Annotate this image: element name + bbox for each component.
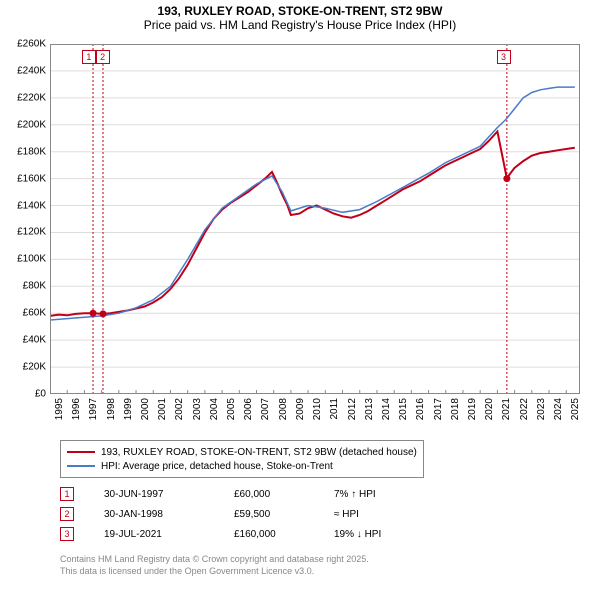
x-axis-label: 2000 bbox=[140, 398, 151, 420]
transaction-price: £160,000 bbox=[234, 529, 334, 540]
title-line1: 193, RUXLEY ROAD, STOKE-ON-TRENT, ST2 9B… bbox=[0, 4, 600, 18]
x-axis-label: 2001 bbox=[157, 398, 168, 420]
x-axis-label: 2019 bbox=[467, 398, 478, 420]
transaction-row: 3 19-JUL-2021£160,00019% ↓ HPI bbox=[60, 524, 454, 544]
marker-ref-box: 1 bbox=[82, 50, 96, 64]
x-axis-label: 2013 bbox=[364, 398, 375, 420]
x-axis-label: 2023 bbox=[536, 398, 547, 420]
x-axis-label: 2003 bbox=[192, 398, 203, 420]
y-axis-label: £80K bbox=[23, 281, 46, 292]
y-axis-label: £260K bbox=[17, 39, 46, 50]
x-axis-label: 1996 bbox=[71, 398, 82, 420]
legend: 193, RUXLEY ROAD, STOKE-ON-TRENT, ST2 9B… bbox=[60, 440, 424, 478]
x-axis-label: 1995 bbox=[54, 398, 65, 420]
transaction-date: 19-JUL-2021 bbox=[104, 529, 234, 540]
transaction-price: £60,000 bbox=[234, 489, 334, 500]
x-axis-label: 1999 bbox=[123, 398, 134, 420]
y-axis-label: £40K bbox=[23, 335, 46, 346]
x-axis-label: 2012 bbox=[347, 398, 358, 420]
transaction-row: 2 30-JAN-1998£59,500≈ HPI bbox=[60, 504, 454, 524]
x-axis-label: 2022 bbox=[519, 398, 530, 420]
y-axis-label: £120K bbox=[17, 227, 46, 238]
x-axis-label: 2018 bbox=[450, 398, 461, 420]
x-axis-label: 2008 bbox=[278, 398, 289, 420]
x-axis-label: 2020 bbox=[484, 398, 495, 420]
y-axis-label: £160K bbox=[17, 173, 46, 184]
x-axis-label: 2025 bbox=[570, 398, 581, 420]
x-axis-label: 2010 bbox=[312, 398, 323, 420]
transaction-date: 30-JAN-1998 bbox=[104, 509, 234, 520]
footer: Contains HM Land Registry data © Crown c… bbox=[60, 554, 369, 577]
y-axis-label: £240K bbox=[17, 65, 46, 76]
x-axis-label: 2024 bbox=[553, 398, 564, 420]
y-axis-label: £200K bbox=[17, 119, 46, 130]
x-axis-label: 1998 bbox=[106, 398, 117, 420]
x-axis-label: 2016 bbox=[415, 398, 426, 420]
transaction-pct: 7% ↑ HPI bbox=[334, 489, 454, 500]
transaction-row: 1 30-JUN-1997£60,0007% ↑ HPI bbox=[60, 484, 454, 504]
x-axis-label: 2006 bbox=[243, 398, 254, 420]
x-axis-label: 2009 bbox=[295, 398, 306, 420]
x-axis-label: 2002 bbox=[174, 398, 185, 420]
chart-area: £0£20K£40K£60K£80K£100K£120K£140K£160K£1… bbox=[50, 44, 580, 394]
chart-container: 193, RUXLEY ROAD, STOKE-ON-TRENT, ST2 9B… bbox=[0, 0, 600, 590]
y-axis-label: £100K bbox=[17, 254, 46, 265]
footer-line1: Contains HM Land Registry data © Crown c… bbox=[60, 554, 369, 566]
y-axis-label: £180K bbox=[17, 146, 46, 157]
transaction-price: £59,500 bbox=[234, 509, 334, 520]
legend-item: 193, RUXLEY ROAD, STOKE-ON-TRENT, ST2 9B… bbox=[67, 445, 417, 459]
title-line2: Price paid vs. HM Land Registry's House … bbox=[0, 18, 600, 32]
y-axis-label: £220K bbox=[17, 92, 46, 103]
x-axis-label: 2014 bbox=[381, 398, 392, 420]
legend-swatch bbox=[67, 465, 95, 467]
transaction-ref: 1 bbox=[60, 487, 74, 501]
x-axis-label: 2005 bbox=[226, 398, 237, 420]
x-axis-label: 2004 bbox=[209, 398, 220, 420]
y-axis-label: £60K bbox=[23, 308, 46, 319]
legend-label: 193, RUXLEY ROAD, STOKE-ON-TRENT, ST2 9B… bbox=[101, 447, 417, 458]
y-axis-label: £0 bbox=[35, 389, 46, 400]
y-axis-label: £20K bbox=[23, 362, 46, 373]
transaction-pct: ≈ HPI bbox=[334, 509, 454, 520]
marker-ref-box: 2 bbox=[96, 50, 110, 64]
transaction-pct: 19% ↓ HPI bbox=[334, 529, 454, 540]
x-axis-label: 2017 bbox=[433, 398, 444, 420]
x-axis-label: 1997 bbox=[88, 398, 99, 420]
legend-label: HPI: Average price, detached house, Stok… bbox=[101, 461, 333, 472]
footer-line2: This data is licensed under the Open Gov… bbox=[60, 566, 369, 578]
transaction-ref: 2 bbox=[60, 507, 74, 521]
marker-ref-box: 3 bbox=[497, 50, 511, 64]
legend-item: HPI: Average price, detached house, Stok… bbox=[67, 459, 417, 473]
x-axis-label: 2007 bbox=[260, 398, 271, 420]
y-axis-label: £140K bbox=[17, 200, 46, 211]
legend-swatch bbox=[67, 451, 95, 453]
x-axis-label: 2011 bbox=[329, 398, 340, 420]
transaction-date: 30-JUN-1997 bbox=[104, 489, 234, 500]
transaction-ref: 3 bbox=[60, 527, 74, 541]
transactions-table: 1 30-JUN-1997£60,0007% ↑ HPI 2 30-JAN-1998£… bbox=[60, 484, 454, 544]
plot-border bbox=[50, 44, 580, 394]
x-axis-label: 2021 bbox=[501, 398, 512, 420]
x-axis-label: 2015 bbox=[398, 398, 409, 420]
title-block: 193, RUXLEY ROAD, STOKE-ON-TRENT, ST2 9B… bbox=[0, 0, 600, 32]
